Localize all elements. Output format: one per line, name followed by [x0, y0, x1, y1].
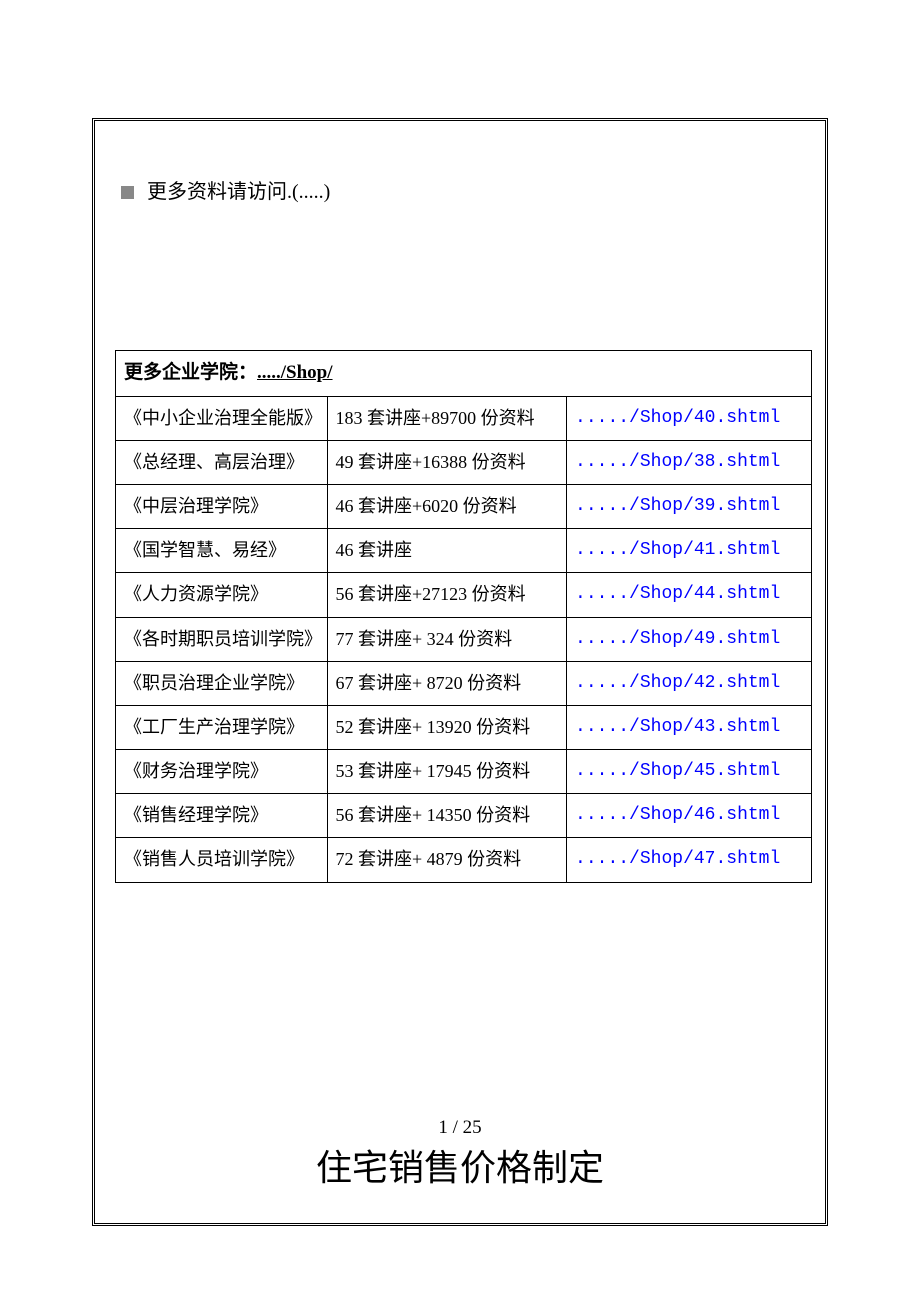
course-name: 《中层治理学院》: [116, 484, 328, 528]
course-desc: 77 套讲座+ 324 份资料: [327, 617, 567, 661]
course-link[interactable]: ...../Shop/43.shtml: [567, 705, 812, 749]
course-name: 《销售人员培训学院》: [116, 838, 328, 882]
square-bullet-icon: [121, 186, 134, 199]
table-row: 《销售经理学院》 56 套讲座+ 14350 份资料 ...../Shop/46…: [116, 794, 812, 838]
course-name: 《工厂生产治理学院》: [116, 705, 328, 749]
course-link[interactable]: ...../Shop/41.shtml: [567, 529, 812, 573]
course-desc: 52 套讲座+ 13920 份资料: [327, 705, 567, 749]
table-row: 《人力资源学院》 56 套讲座+27123 份资料 ...../Shop/44.…: [116, 573, 812, 617]
course-desc: 72 套讲座+ 4879 份资料: [327, 838, 567, 882]
table-row: 《销售人员培训学院》 72 套讲座+ 4879 份资料 ...../Shop/4…: [116, 838, 812, 882]
table-row: 《财务治理学院》 53 套讲座+ 17945 份资料 ...../Shop/45…: [116, 750, 812, 794]
course-link[interactable]: ...../Shop/39.shtml: [567, 484, 812, 528]
course-name: 《职员治理企业学院》: [116, 661, 328, 705]
table-row: 《各时期职员培训学院》 77 套讲座+ 324 份资料 ...../Shop/4…: [116, 617, 812, 661]
course-name: 《各时期职员培训学院》: [116, 617, 328, 661]
course-desc: 49 套讲座+16388 份资料: [327, 440, 567, 484]
course-desc: 56 套讲座+ 14350 份资料: [327, 794, 567, 838]
course-table: 更多企业学院：...../Shop/ 《中小企业治理全能版》 183 套讲座+8…: [115, 350, 812, 883]
course-link[interactable]: ...../Shop/49.shtml: [567, 617, 812, 661]
course-link[interactable]: ...../Shop/42.shtml: [567, 661, 812, 705]
course-desc: 56 套讲座+27123 份资料: [327, 573, 567, 617]
course-link[interactable]: ...../Shop/45.shtml: [567, 750, 812, 794]
course-link[interactable]: ...../Shop/47.shtml: [567, 838, 812, 882]
course-link[interactable]: ...../Shop/38.shtml: [567, 440, 812, 484]
course-name: 《人力资源学院》: [116, 573, 328, 617]
document-frame: 更多资料请访问.(.....) 更多企业学院：...../Shop/ 《中小企业…: [92, 118, 828, 1226]
course-desc: 46 套讲座+6020 份资料: [327, 484, 567, 528]
course-name: 《财务治理学院》: [116, 750, 328, 794]
course-desc: 46 套讲座: [327, 529, 567, 573]
course-desc: 53 套讲座+ 17945 份资料: [327, 750, 567, 794]
table-row: 《工厂生产治理学院》 52 套讲座+ 13920 份资料 ...../Shop/…: [116, 705, 812, 749]
table-header-cell: 更多企业学院：...../Shop/: [116, 351, 812, 397]
table-header-row: 更多企业学院：...../Shop/: [116, 351, 812, 397]
course-link[interactable]: ...../Shop/44.shtml: [567, 573, 812, 617]
table-row: 《中小企业治理全能版》 183 套讲座+89700 份资料 ...../Shop…: [116, 396, 812, 440]
course-link[interactable]: ...../Shop/40.shtml: [567, 396, 812, 440]
header-text: 更多资料请访问.(.....): [147, 181, 330, 203]
course-name: 《销售经理学院》: [116, 794, 328, 838]
table-row: 《总经理、高层治理》 49 套讲座+16388 份资料 ...../Shop/3…: [116, 440, 812, 484]
header-line: 更多资料请访问.(.....): [121, 175, 805, 204]
course-link[interactable]: ...../Shop/46.shtml: [567, 794, 812, 838]
course-name: 《国学智慧、易经》: [116, 529, 328, 573]
course-desc: 183 套讲座+89700 份资料: [327, 396, 567, 440]
table-header-label: 更多企业学院：: [124, 362, 257, 383]
footer-title: 住宅销售价格制定: [95, 1139, 825, 1191]
table-header-link[interactable]: ...../Shop/: [257, 362, 333, 383]
table-row: 《职员治理企业学院》 67 套讲座+ 8720 份资料 ...../Shop/4…: [116, 661, 812, 705]
page-number: 1 / 25: [95, 1117, 825, 1139]
course-name: 《中小企业治理全能版》: [116, 396, 328, 440]
table-row: 《国学智慧、易经》 46 套讲座 ...../Shop/41.shtml: [116, 529, 812, 573]
table-row: 《中层治理学院》 46 套讲座+6020 份资料 ...../Shop/39.s…: [116, 484, 812, 528]
course-name: 《总经理、高层治理》: [116, 440, 328, 484]
course-desc: 67 套讲座+ 8720 份资料: [327, 661, 567, 705]
